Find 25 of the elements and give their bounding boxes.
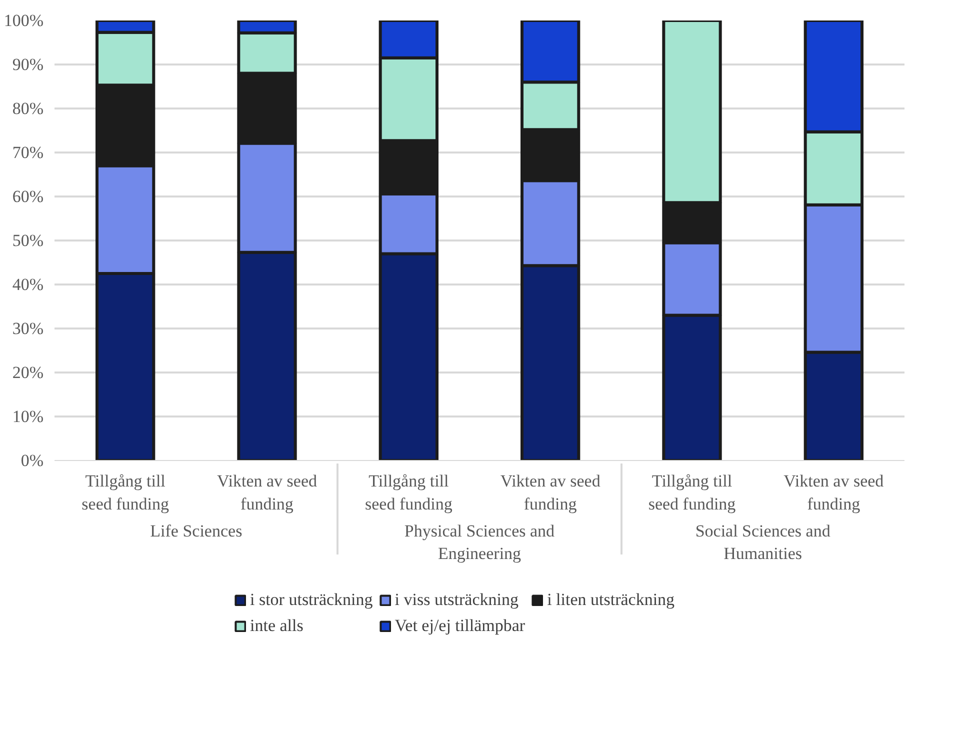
y-tick-label: 20% [12, 363, 44, 382]
y-tick-label: 100% [4, 11, 44, 30]
x-tick-label: Vikten av seed funding [784, 472, 884, 514]
y-tick-label: 60% [12, 187, 44, 206]
y-tick-label: 10% [12, 407, 44, 426]
y-tick-label: 80% [12, 99, 44, 118]
x-tick-label: Vikten av seed funding [217, 472, 318, 514]
text: Physical Sciences and Engineering [404, 521, 556, 564]
legend-label: i liten utsträckning [547, 590, 675, 610]
x-tick-label: Tillgång till seed funding [82, 472, 170, 514]
legend-label: inte alls [250, 616, 304, 636]
y-tick-label: 40% [12, 275, 44, 294]
y-tick-label: 70% [12, 143, 44, 162]
text: Social Sciences and Humanities [695, 521, 831, 564]
y-tick-label: 30% [12, 319, 44, 338]
x-tick-label: Vikten av seed funding [500, 472, 601, 514]
y-tick-label: 90% [12, 55, 44, 74]
x-tick-label: Tillgång till seed funding [648, 472, 736, 514]
legend-label: i viss utsträckning [394, 590, 518, 610]
y-tick-label: 0% [20, 451, 44, 470]
y-tick-label: 50% [12, 231, 44, 250]
text: Life Sciences [150, 521, 242, 540]
legend-label: Vet ej/ej tillämpbar [394, 616, 526, 636]
legend-label: i stor utsträckning [250, 590, 373, 610]
x-tick-label: Tillgång till seed funding [364, 472, 453, 514]
